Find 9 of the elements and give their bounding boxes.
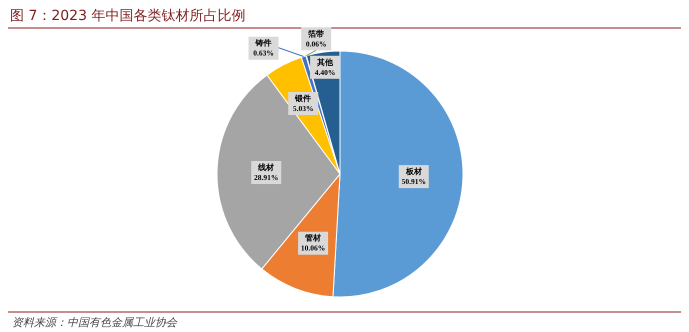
slice-label: 箔带 [307, 29, 324, 38]
slice-label: 板材 [404, 167, 422, 176]
slice-label: 锻件 [294, 94, 312, 104]
chart-title: 图 7：2023 年中国各类钛材所占比例 [10, 8, 246, 24]
text: 资料来源：中国有色金属工业协会 [12, 316, 178, 329]
slice-label: 其他 [316, 58, 334, 67]
slice-label: 管材 [304, 234, 322, 243]
slice-label: 线材 [257, 163, 274, 172]
slice-label: 铸件 [254, 38, 272, 48]
